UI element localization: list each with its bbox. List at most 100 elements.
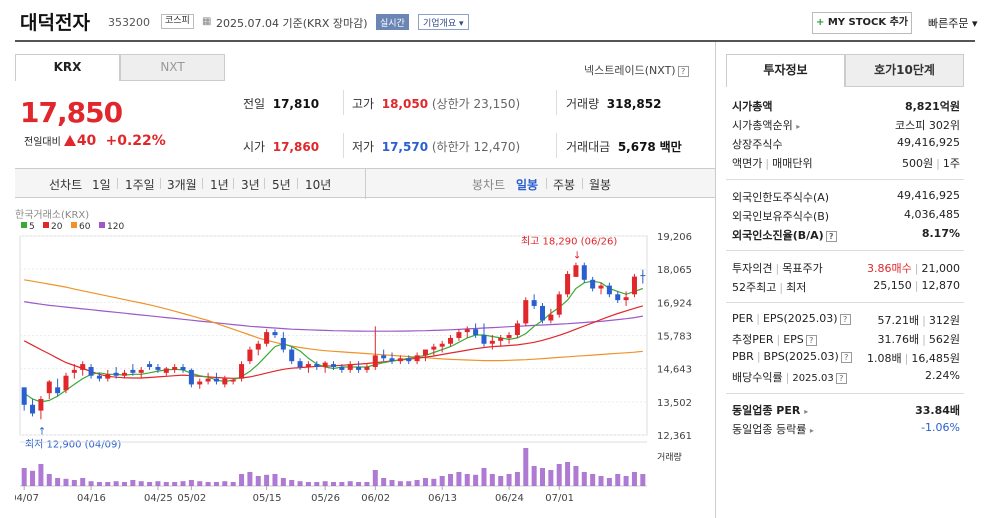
volume-bar — [247, 472, 253, 486]
caret-right-icon: ▸ — [809, 426, 814, 435]
volume-bar — [322, 481, 328, 486]
volume-bar — [163, 482, 169, 486]
help-icon[interactable]: ? — [835, 372, 847, 384]
exchange-tabs: KRX NXT — [15, 54, 225, 81]
foreign-hold-row: 외국인보유주식수(B) 4,036,485 — [732, 208, 960, 223]
volume-bar — [531, 466, 537, 486]
price-chart[interactable]: 한국거래소(KRX) 5 20 60 120 19,206 18,065 16,924 15… — [15, 200, 715, 518]
tab-hoga[interactable]: 호가10단계 — [845, 54, 964, 87]
help-icon[interactable]: ? — [825, 230, 837, 242]
volume-bar — [581, 472, 587, 486]
candle-body — [71, 369, 77, 373]
realtime-button[interactable]: 실시간 — [376, 14, 409, 30]
candle-body — [548, 314, 554, 321]
candle-body — [272, 332, 278, 336]
candle-body — [38, 398, 44, 411]
caret-right-icon: ▸ — [796, 122, 801, 131]
candle-daily[interactable]: 일봉 — [516, 178, 539, 192]
candle-weekly[interactable]: 주봉 — [553, 178, 576, 192]
x-tick-label: 06/02 — [361, 493, 390, 504]
help-icon[interactable]: ? — [839, 313, 851, 325]
current-price: 17,850 — [20, 96, 123, 129]
candle-body — [213, 378, 219, 382]
tab-nxt[interactable]: NXT — [120, 54, 225, 81]
base-date: 2025.07.04 기준(KRX 장마감) — [216, 17, 368, 30]
volume-bar — [239, 474, 245, 486]
volume-bar — [640, 474, 646, 486]
volume-bar — [439, 476, 445, 486]
volume-bar — [197, 481, 203, 486]
ma5-line — [23, 280, 643, 403]
mystock-add-button[interactable]: + MY STOCK 추가 — [812, 12, 912, 34]
period-10y[interactable]: 10년 — [305, 178, 332, 192]
volume-bar — [46, 474, 52, 486]
volume-bar — [172, 482, 178, 486]
moving-averages — [23, 279, 643, 403]
volume-bar — [464, 474, 470, 486]
period-5y[interactable]: 5년 — [272, 178, 291, 192]
x-tick-label: 05/15 — [253, 493, 282, 504]
x-tick-label: 06/13 — [428, 493, 457, 504]
opinion-row: 투자의견 | 목표주가 3.86매수 | 21,000 — [732, 262, 960, 275]
help-icon[interactable]: ? — [840, 351, 852, 363]
volume-bar — [63, 478, 69, 486]
candle-body — [431, 346, 437, 350]
candle-body — [397, 358, 403, 362]
face-unit-row: 액면가 | 매매단위 500원 | 1주 — [732, 157, 960, 170]
trade-amount: 거래대금 5,678 백만 — [566, 140, 682, 154]
period-1y[interactable]: 1년 — [210, 178, 229, 192]
candle-body — [264, 332, 270, 344]
volume-bar — [431, 478, 437, 486]
panel-divider — [715, 42, 716, 518]
per-row: PER | EPS(2025.03)? 57.21배 | 312원 — [732, 312, 960, 327]
volume-bar — [88, 481, 94, 486]
stock-code: 353200 — [108, 16, 150, 29]
legend-label-120: 120 — [107, 222, 124, 232]
volume-bar — [255, 476, 261, 486]
tab-krx[interactable]: KRX — [15, 54, 120, 81]
period-3m[interactable]: 3개월 — [167, 178, 197, 192]
help-icon[interactable]: ? — [677, 65, 689, 77]
min-label: 최저 12,900 (04/09) — [25, 438, 121, 450]
change-label: 전일대비 — [24, 137, 61, 148]
period-1d[interactable]: 1일 — [92, 178, 111, 192]
up-triangle-icon — [63, 135, 76, 146]
legend-label-60: 60 — [79, 222, 91, 232]
volume-bar — [38, 464, 44, 486]
candle-body — [222, 378, 228, 385]
period-1w[interactable]: 1주일 — [125, 178, 155, 192]
period-3y[interactable]: 3년 — [241, 178, 260, 192]
volume-bar — [205, 482, 211, 486]
market-badge: 코스피 — [161, 14, 194, 29]
volume-bar — [606, 478, 612, 486]
candle-body — [96, 375, 102, 379]
price-change: 전일대비 40 +0.22% — [24, 133, 166, 149]
candle-monthly[interactable]: 월봉 — [589, 178, 612, 192]
quick-order-button[interactable]: 빠른주문 ▾ — [928, 17, 978, 30]
candle-body — [347, 364, 353, 370]
volume-bar — [71, 480, 77, 486]
legend-swatch-20 — [43, 222, 49, 228]
dividend-row: 배당수익률 | 2025.03? 2.24% — [732, 369, 960, 384]
volume-bar — [155, 481, 161, 486]
candle-body — [514, 323, 520, 336]
nxt-link[interactable]: 넥스트레이드(NXT)? — [584, 62, 689, 78]
volume-bar — [339, 482, 345, 486]
x-tick-label: 05/02 — [177, 493, 206, 504]
candle-body — [289, 349, 295, 362]
candle-body — [138, 369, 144, 373]
volume-bar — [389, 480, 395, 486]
volume-bar — [264, 474, 270, 486]
candle-body — [356, 366, 362, 370]
market-cap-rank-row[interactable]: 시가총액순위 ▸ 코스피 302위 — [732, 119, 960, 132]
tab-invest-info[interactable]: 투자정보 — [726, 54, 845, 87]
line-chart-button[interactable]: 선차트 — [49, 178, 83, 192]
help-icon[interactable]: ? — [805, 334, 817, 346]
max-label: 최고 18,290 (06/26) — [521, 236, 617, 248]
company-overview-dropdown[interactable]: 기업개요 ▾ — [418, 14, 469, 30]
candle-body — [305, 364, 311, 367]
ma-legend: 5 20 60 120 — [21, 222, 124, 232]
candle-body — [456, 332, 462, 338]
candle-body — [531, 300, 537, 306]
chart-grid — [19, 235, 648, 436]
